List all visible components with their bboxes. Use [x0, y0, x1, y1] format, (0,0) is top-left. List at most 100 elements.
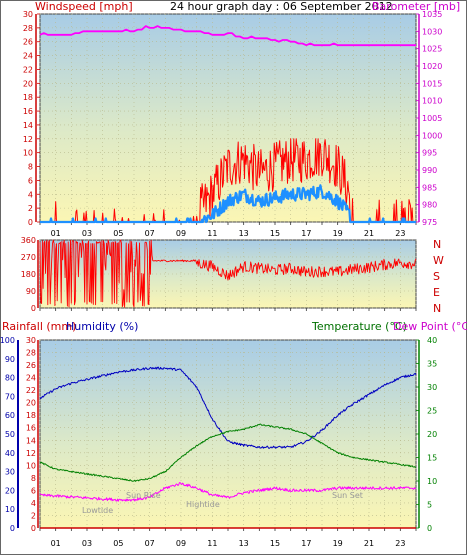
rain-y-tick-label: 22: [26, 386, 36, 395]
direction-y-tick-label: 360: [21, 236, 36, 245]
rain-y-tick-label: 28: [26, 349, 36, 358]
humidity-y-tick-label: 50: [5, 430, 15, 439]
compass-label-north-top: N: [433, 238, 441, 251]
wind-y-tick-label: 24: [23, 52, 33, 61]
baro-y-tick-label: 1015: [422, 79, 442, 88]
x-tick-label-top: 01: [51, 229, 61, 238]
wind-y-tick-label: 22: [23, 65, 33, 74]
x-tick-label-top: 07: [145, 229, 155, 238]
dewpoint-axis-title: Dew Point (°C): [393, 320, 467, 333]
humidity-y-tick-label: 90: [5, 355, 15, 364]
baro-y-tick-label: 995: [422, 149, 437, 158]
wind-y-tick-label: 30: [23, 10, 33, 19]
x-tick-label-top: 21: [364, 229, 374, 238]
x-tick-label-bottom: 19: [333, 539, 343, 548]
temp-y-tick-label: 30: [427, 383, 437, 392]
baro-y-tick-label: 1020: [422, 62, 442, 71]
temperature-line: [39, 423, 417, 482]
humidity-y-tick-label: 60: [5, 411, 15, 420]
x-tick-label-bottom: 13: [239, 539, 249, 548]
humidity-y-tick-label: 10: [5, 505, 15, 514]
temp-y-tick-label: 35: [427, 360, 437, 369]
series: [39, 25, 417, 529]
wind-y-tick-label: 16: [23, 107, 33, 116]
baro-y-tick-label: 1030: [422, 27, 442, 36]
x-tick-label-top: 19: [333, 229, 343, 238]
direction-y-tick-label: 0: [31, 304, 36, 313]
humidity-y-tick-label: 40: [5, 449, 15, 458]
temp-y-tick-label: 20: [427, 430, 437, 439]
axes: 0101030305050707090911111313151517171919…: [0, 10, 442, 548]
humidity-axis-title: Humidity (%): [66, 320, 138, 333]
barometer-axis-title: Barometer [mb]: [372, 0, 460, 13]
gridlines: [39, 13, 417, 529]
wind-y-tick-label: 6: [28, 176, 33, 185]
baro-y-tick-label: 975: [422, 218, 437, 227]
humidity-line: [39, 366, 417, 449]
temp-y-tick-label: 0: [427, 524, 432, 533]
x-tick-label-bottom: 15: [270, 539, 280, 548]
rain-y-tick-label: 6: [31, 486, 36, 495]
baro-y-tick-label: 985: [422, 183, 437, 192]
compass-label-west: W: [433, 254, 444, 267]
temperature-axis-title: Temperature (°C): [311, 320, 407, 333]
baro-y-tick-label: 1035: [422, 10, 442, 19]
compass-label-north-bottom: N: [433, 302, 441, 315]
rain-y-tick-label: 14: [26, 436, 36, 445]
annotation-lowtide: Lowtide: [82, 506, 113, 515]
wind-y-tick-label: 28: [23, 24, 33, 33]
rain-y-tick-label: 24: [26, 374, 36, 383]
direction-y-tick-label: 180: [21, 270, 36, 279]
wind-y-tick-label: 26: [23, 38, 33, 47]
humidity-y-tick-label: 70: [5, 392, 15, 401]
humidity-y-tick-label: 20: [5, 486, 15, 495]
windspeed-axis-title: Windspeed [mph]: [35, 0, 133, 13]
humidity-y-tick-label: 0: [10, 524, 15, 533]
direction-y-tick-label: 90: [26, 287, 36, 296]
rain-y-tick-label: 12: [26, 449, 36, 458]
wind-y-tick-label: 0: [28, 218, 33, 227]
temp-y-tick-label: 25: [427, 407, 437, 416]
x-tick-label-bottom: 01: [51, 539, 61, 548]
rain-y-tick-label: 2: [31, 511, 36, 520]
baro-y-tick-label: 1005: [422, 114, 442, 123]
wind-y-tick-label: 8: [28, 163, 33, 172]
wind-y-tick-label: 20: [23, 79, 33, 88]
barometer-line: [39, 25, 416, 47]
humidity-y-tick-label: 30: [5, 468, 15, 477]
rain-y-tick-label: 4: [31, 499, 36, 508]
x-tick-label-bottom: 11: [207, 539, 217, 548]
rain-y-tick-label: 10: [26, 461, 36, 470]
x-tick-label-top: 13: [239, 229, 249, 238]
wind-y-tick-label: 12: [23, 135, 33, 144]
direction-y-tick-label: 270: [21, 253, 36, 262]
wind-y-tick-label: 14: [23, 121, 33, 130]
x-tick-label-top: 15: [270, 229, 280, 238]
temp-y-tick-label: 10: [427, 477, 437, 486]
compass-label-east: E: [433, 286, 440, 299]
wind-y-tick-label: 4: [28, 190, 33, 199]
rain-y-tick-label: 0: [31, 524, 36, 533]
temp-y-tick-label: 5: [427, 501, 432, 510]
annotation-sunrise: Sun Rise: [126, 491, 161, 500]
wind-y-tick-label: 18: [23, 93, 33, 102]
baro-y-tick-label: 990: [422, 166, 437, 175]
baro-y-tick-label: 980: [422, 201, 437, 210]
x-tick-label-bottom: 17: [301, 539, 311, 548]
x-tick-label-bottom: 05: [113, 539, 123, 548]
humidity-y-tick-label: 80: [5, 374, 15, 383]
baro-y-tick-label: 1025: [422, 45, 442, 54]
temp-y-tick-label: 40: [427, 336, 437, 345]
chart-title: 24 hour graph day : 06 September 2012: [170, 0, 393, 13]
baro-y-tick-label: 1000: [422, 131, 442, 140]
x-tick-label-bottom: 03: [82, 539, 92, 548]
rain-y-tick-label: 26: [26, 361, 36, 370]
rain-y-tick-label: 18: [26, 411, 36, 420]
rain-y-tick-label: 20: [26, 399, 36, 408]
x-tick-label-top: 11: [207, 229, 217, 238]
rain-y-tick-label: 16: [26, 424, 36, 433]
dewpoint-line: [39, 482, 417, 502]
annotation-hightide: Hightide: [186, 500, 220, 509]
x-tick-label-top: 09: [176, 229, 186, 238]
